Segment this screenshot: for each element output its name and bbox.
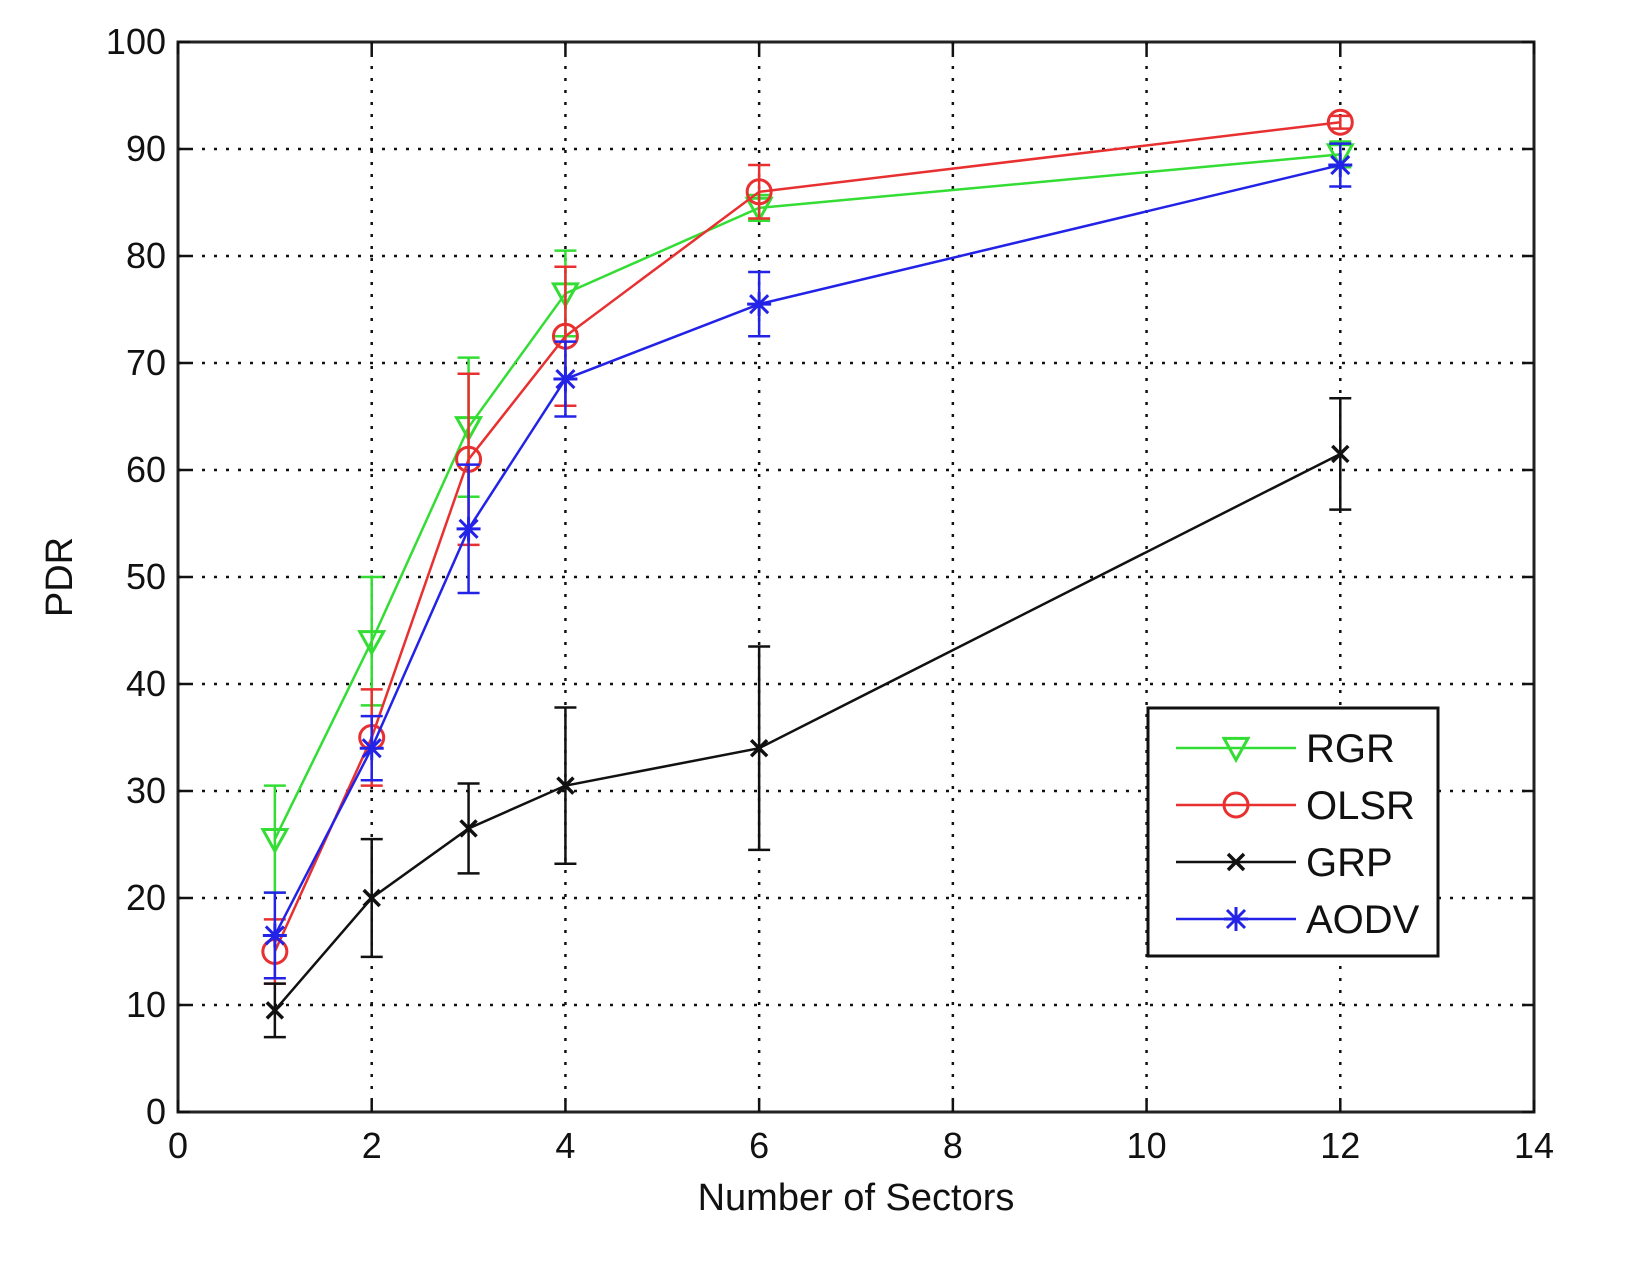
x-tick-label: 12 [1320,1125,1360,1166]
data-point [459,819,478,838]
x-tick-label: 10 [1127,1125,1167,1166]
series-line [273,121,1341,953]
series-grp [263,397,1352,1039]
data-point [265,1001,285,1020]
legend-marker [1222,791,1250,819]
x-tick-label: 14 [1514,1125,1554,1166]
legend-label: GRP [1306,841,1393,885]
series-aodv [262,142,1353,980]
series-group [260,108,1355,1039]
data-point [359,736,384,761]
data-point [357,630,387,657]
y-tick-label: 0 [146,1091,166,1132]
x-tick-label: 4 [555,1125,575,1166]
legend-marker [1221,736,1251,764]
y-tick-label: 60 [126,449,166,490]
y-tick-label: 70 [126,342,166,383]
y-tick-label: 100 [106,21,166,62]
data-point [745,178,773,206]
x-tick-label: 6 [749,1125,769,1166]
series-line [273,153,1341,840]
y-tick-label: 50 [126,556,166,597]
legend-entry-aodv: AODV [1176,898,1420,942]
series-line [273,452,1341,1012]
data-point [262,923,287,948]
legend-label: RGR [1306,727,1395,771]
data-point [260,828,290,855]
legend: RGR OLSR GRP AODV [1146,706,1440,958]
y-tick-label: 30 [126,770,166,811]
y-tick-label: 80 [126,235,166,276]
error-bar [748,163,771,220]
x-axis-label: Number of Sectors [698,1177,1015,1219]
x-tick-label: 0 [168,1125,188,1166]
y-tick-label: 90 [126,128,166,169]
data-point [747,292,772,317]
legend-label: OLSR [1306,784,1415,828]
legend-marker [1226,852,1246,872]
data-point [553,367,578,392]
y-tick-label: 40 [126,663,166,704]
error-bar [1329,114,1352,130]
x-tick-label: 2 [362,1125,382,1166]
data-point [456,516,481,541]
legend-entry-rgr: RGR [1176,727,1395,771]
data-point [749,738,769,758]
series-line [273,163,1341,937]
y-tick-label: 10 [126,984,166,1025]
data-point [1326,108,1354,136]
legend-label: AODV [1306,898,1420,942]
data-point [556,776,575,795]
legend-entry-grp: GRP [1176,841,1393,885]
legend-marker [1224,907,1248,931]
data-point [362,888,381,908]
axis-ticks: 0 2 4 6 8 10 12 14 0 10 20 30 40 50 60 70 80 90 100 [106,21,1554,1166]
data-point [1331,444,1350,464]
legend-box [1146,706,1440,958]
x-tick-label: 8 [943,1125,963,1166]
legend-entry-olsr: OLSR [1176,784,1415,828]
y-axis-label: PDR [39,537,81,617]
data-point [1328,153,1353,178]
y-tick-label: 20 [126,877,166,918]
